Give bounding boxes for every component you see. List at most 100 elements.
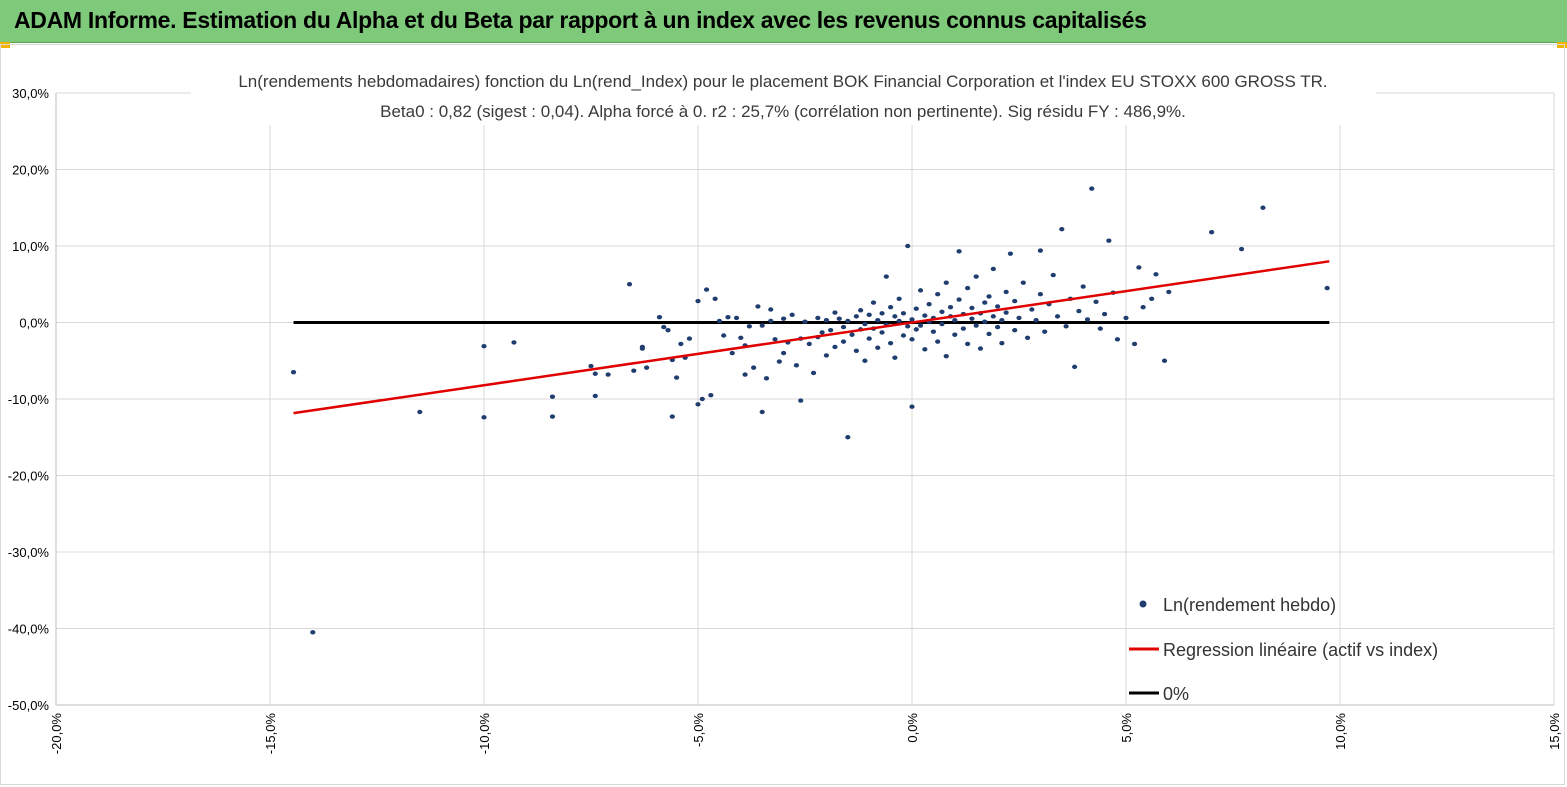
data-point: [1102, 311, 1108, 317]
data-point: [588, 363, 594, 369]
legend: Ln(rendement hebdo) Regression linéaire …: [1129, 595, 1438, 704]
data-point: [626, 282, 633, 287]
data-point: [695, 298, 701, 304]
data-point: [781, 316, 787, 321]
data-point: [986, 331, 992, 337]
data-point: [1020, 280, 1026, 285]
data-point: [631, 368, 637, 373]
data-point: [1123, 315, 1129, 321]
legend-label-zero: 0%: [1163, 684, 1189, 704]
data-point: [695, 402, 701, 407]
data-point: [1063, 324, 1069, 329]
data-point: [810, 370, 817, 376]
data-point: [656, 314, 663, 320]
data-point: [481, 344, 487, 349]
data-point: [669, 414, 675, 419]
x-tick-label: -5,0%: [691, 713, 706, 747]
data-point: [716, 318, 723, 324]
data-point: [909, 404, 915, 409]
data-point: [768, 307, 774, 312]
data-point: [956, 297, 962, 302]
data-point: [481, 415, 487, 420]
page-title: ADAM Informe. Estimation du Alpha et du …: [14, 7, 1147, 33]
x-tick-label: 10,0%: [1333, 713, 1348, 750]
data-point: [738, 335, 744, 340]
data-point: [1080, 284, 1086, 289]
data-point: [759, 409, 765, 415]
data-point: [832, 310, 838, 315]
data-point: [776, 359, 782, 364]
data-point: [965, 285, 971, 291]
data-point: [909, 317, 915, 322]
legend-marker-scatter: [1139, 600, 1147, 608]
data-point: [969, 305, 975, 311]
data-point: [892, 355, 898, 360]
data-point: [290, 370, 297, 375]
legend-label-regression: Regression linéaire (actif vs index): [1163, 640, 1438, 660]
data-point: [986, 294, 992, 299]
data-point: [789, 312, 795, 318]
data-point: [939, 309, 945, 314]
data-point: [310, 630, 316, 635]
data-point: [772, 337, 778, 342]
data-point: [999, 340, 1005, 346]
data-point: [511, 340, 517, 345]
data-point: [900, 333, 907, 338]
data-point: [755, 304, 761, 309]
data-point: [952, 318, 958, 323]
data-point: [742, 372, 748, 377]
x-tick-label: 0,0%: [905, 713, 920, 743]
data-point: [849, 332, 855, 337]
data-point: [815, 315, 821, 321]
chart-frame: 30,0% 20,0% 10,0% 0,0% -10,0% -20,0% -30,0% -40…: [0, 44, 1565, 785]
data-point: [1131, 341, 1138, 347]
chart-subtitle: Beta0 : 0,82 (sigest : 0,04). Alpha forc…: [380, 102, 1186, 121]
data-point: [888, 340, 894, 346]
data-point: [1033, 318, 1039, 323]
regression-line: [293, 260, 1330, 415]
data-point: [1149, 296, 1155, 301]
corner-marker-left: [0, 42, 10, 48]
data-point: [1024, 335, 1031, 340]
data-point: [1012, 327, 1018, 333]
data-point: [909, 337, 915, 342]
data-point: [935, 291, 941, 297]
data-point: [549, 394, 556, 399]
data-point: [840, 324, 847, 330]
data-point: [905, 324, 911, 329]
data-point: [1059, 226, 1065, 232]
data-point: [1054, 314, 1061, 319]
data-point: [703, 287, 710, 292]
data-point: [1012, 298, 1018, 304]
data-point: [888, 305, 894, 310]
data-point: [759, 323, 765, 328]
data-point: [1260, 205, 1266, 210]
data-point: [913, 327, 919, 332]
data-point: [768, 318, 774, 324]
data-point: [960, 326, 966, 331]
header-band: ADAM Informe. Estimation du Alpha et du …: [0, 0, 1567, 43]
corner-marker-right: [1557, 42, 1567, 48]
data-point: [1161, 358, 1168, 363]
data-point: [781, 350, 787, 356]
data-point: [712, 296, 718, 301]
data-point: [870, 300, 877, 305]
y-tick-label: -30,0%: [8, 545, 50, 560]
data-point: [939, 321, 945, 327]
data-point: [1106, 238, 1112, 243]
data-point: [866, 312, 872, 318]
data-point: [995, 324, 1001, 330]
y-tick-label: -10,0%: [8, 392, 50, 407]
data-point: [1114, 337, 1121, 342]
data-point: [892, 314, 898, 319]
data-point: [823, 353, 830, 358]
data-point: [721, 333, 727, 338]
data-point: [990, 266, 996, 272]
x-tick-label: 15,0%: [1547, 713, 1562, 750]
data-point: [1050, 272, 1056, 278]
data-point: [952, 332, 958, 337]
data-point: [1042, 329, 1048, 334]
y-tick-label: 0,0%: [19, 316, 49, 331]
y-tick-label: 10,0%: [12, 239, 49, 254]
data-point: [896, 296, 902, 301]
